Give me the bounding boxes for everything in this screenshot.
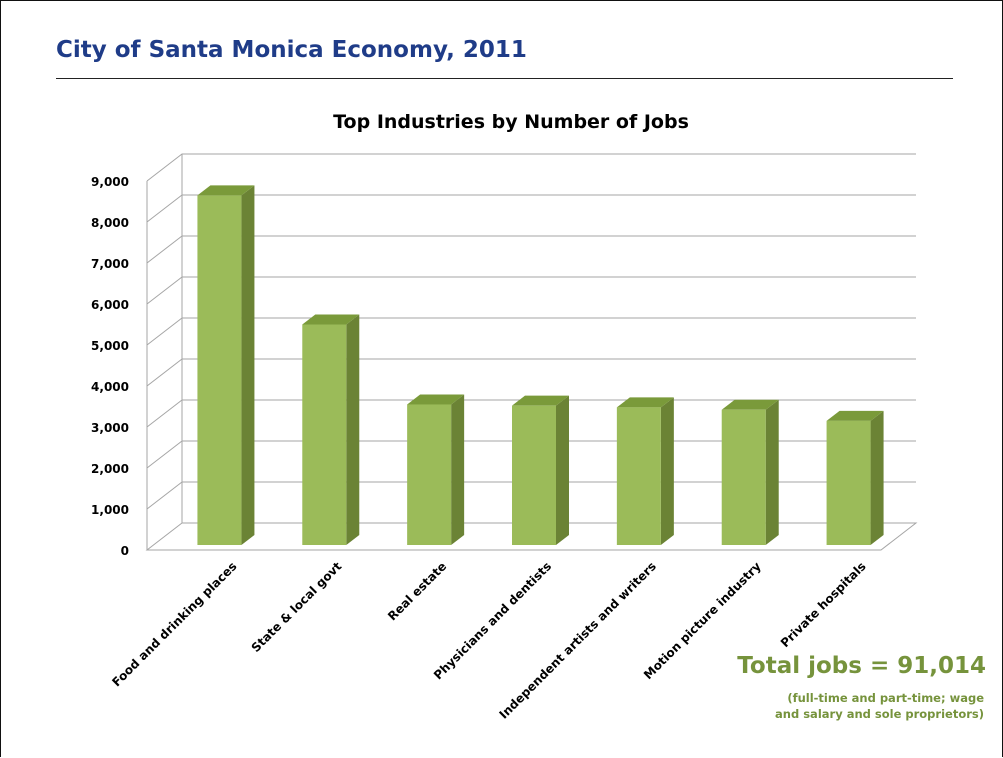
gridline — [146, 276, 916, 305]
bar-side — [451, 394, 465, 545]
x-tick-label: Food and drinking places — [109, 559, 239, 689]
bar — [512, 395, 569, 545]
bar-top — [616, 397, 674, 408]
bar — [197, 185, 255, 545]
bar — [302, 314, 360, 545]
bar-front — [512, 405, 556, 545]
total-jobs-note-line-1: (full-time and part-time; wage — [787, 691, 984, 705]
chart-title: Top Industries by Number of Jobs — [333, 111, 689, 133]
total-jobs-note-line-2: and salary and sole proprietors) — [775, 707, 984, 721]
gridline — [146, 235, 916, 264]
y-tick-label: 2,000 — [91, 462, 129, 476]
gridline — [146, 194, 916, 223]
y-tick-label: 9,000 — [91, 175, 129, 189]
gridline — [146, 358, 916, 387]
total-jobs-note: (full-time and part-time; wage and salar… — [724, 690, 984, 722]
title-divider — [56, 78, 953, 79]
bars — [197, 185, 884, 545]
gridlines — [145, 153, 918, 551]
y-tick-label: 8,000 — [91, 216, 129, 230]
slide-title: City of Santa Monica Economy, 2011 — [56, 37, 527, 63]
chart-floor — [145, 522, 918, 551]
bar-top — [826, 410, 884, 421]
bar — [616, 397, 674, 545]
bar-side — [346, 314, 360, 545]
y-tick-label: 5,000 — [91, 339, 129, 353]
bar-front — [197, 195, 242, 545]
x-tick-label: Private hospitals — [778, 559, 869, 650]
y-tick-label: 7,000 — [91, 257, 129, 271]
bar-top — [302, 314, 360, 325]
y-tick-label: 0 — [121, 544, 129, 558]
bar-front — [616, 407, 661, 545]
bar-side — [765, 399, 779, 545]
bar — [721, 399, 779, 545]
bar — [826, 410, 884, 545]
bar-front — [302, 324, 347, 545]
bar-front — [407, 404, 452, 545]
bar-top — [197, 185, 255, 196]
bar-side — [660, 397, 674, 545]
bar-side — [556, 395, 569, 545]
y-tick-label: 1,000 — [91, 503, 129, 517]
bar-top — [512, 395, 569, 406]
bar-side — [870, 410, 884, 545]
bar-top — [407, 394, 465, 405]
y-tick-label: 3,000 — [91, 421, 129, 435]
y-tick-label: 6,000 — [91, 298, 129, 312]
gridline — [146, 317, 916, 346]
total-jobs: Total jobs = 91,014 — [737, 653, 986, 679]
bar — [407, 394, 465, 545]
x-tick-label: Real estate — [385, 559, 449, 623]
x-tick-label: State & local govt — [249, 559, 345, 655]
bar-front — [826, 420, 871, 545]
bar-top — [721, 399, 779, 410]
bar-front — [721, 409, 766, 545]
y-axis: 0 1,000 2,000 3,000 4,000 5,000 6,000 7,000 8,00… — [91, 175, 129, 558]
x-tick-label: Physicians and dentists — [431, 559, 554, 682]
y-tick-label: 4,000 — [91, 380, 129, 394]
bar-side — [241, 185, 255, 545]
gridline — [146, 153, 916, 182]
